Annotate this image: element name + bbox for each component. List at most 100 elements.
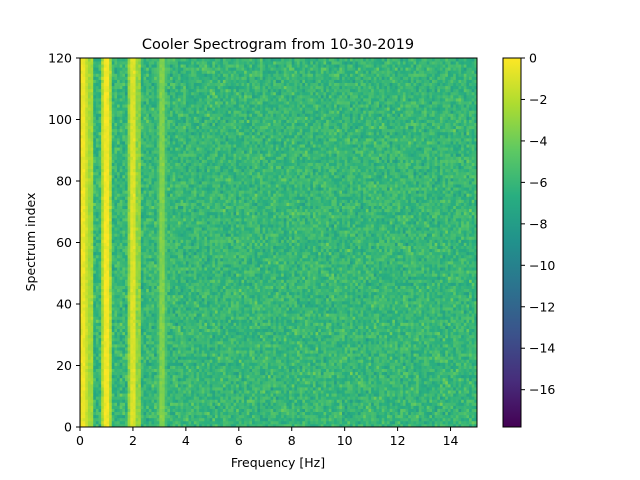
heatmap-cell bbox=[140, 399, 144, 403]
heatmap-cell bbox=[164, 276, 168, 280]
heatmap-cell bbox=[124, 420, 129, 425]
heatmap-cell bbox=[156, 171, 160, 176]
heatmap-cell bbox=[162, 423, 166, 428]
heatmap-cell bbox=[151, 316, 155, 320]
heatmap-cell bbox=[180, 85, 184, 90]
heatmap-cell bbox=[143, 171, 147, 176]
heatmap-cell bbox=[122, 405, 126, 409]
heatmap-cell bbox=[154, 380, 158, 385]
heatmap-cell bbox=[80, 91, 84, 96]
heatmap-cell bbox=[164, 211, 168, 216]
heatmap-cell bbox=[175, 383, 179, 388]
heatmap-cell bbox=[164, 362, 168, 366]
heatmap-cell bbox=[85, 61, 89, 65]
heatmap-cell bbox=[185, 113, 189, 117]
heatmap-cell bbox=[175, 343, 179, 348]
heatmap-cell bbox=[175, 122, 179, 127]
heatmap-cell bbox=[87, 159, 91, 163]
heatmap-cell bbox=[151, 85, 155, 90]
heatmap-cell bbox=[85, 224, 89, 228]
heatmap-cell bbox=[172, 88, 176, 93]
heatmap-cell bbox=[159, 325, 163, 329]
heatmap-cell bbox=[175, 334, 179, 339]
heatmap-cell bbox=[156, 328, 160, 333]
heatmap-cell bbox=[183, 374, 187, 379]
heatmap-cell bbox=[98, 94, 102, 99]
heatmap-cell bbox=[95, 134, 99, 139]
heatmap-cell bbox=[130, 242, 134, 246]
heatmap-cell bbox=[80, 251, 84, 256]
heatmap-cell bbox=[117, 184, 121, 188]
heatmap-cell bbox=[154, 119, 158, 123]
heatmap-cell bbox=[180, 144, 184, 148]
heatmap-cell bbox=[90, 85, 94, 90]
heatmap-cell bbox=[183, 104, 187, 108]
heatmap-cell bbox=[119, 214, 123, 219]
heatmap-cell bbox=[130, 196, 134, 200]
heatmap-cell bbox=[109, 61, 113, 65]
heatmap-cell bbox=[188, 374, 192, 379]
heatmap-cell bbox=[130, 423, 134, 428]
heatmap-cell bbox=[90, 233, 94, 237]
heatmap-cell bbox=[172, 233, 176, 237]
heatmap-cell bbox=[162, 101, 166, 105]
heatmap-cell bbox=[143, 359, 147, 363]
heatmap-cell bbox=[117, 387, 121, 391]
heatmap-cell bbox=[151, 304, 155, 308]
heatmap-cell bbox=[93, 313, 97, 317]
heatmap-cell bbox=[109, 58, 113, 62]
heatmap-cell bbox=[114, 393, 118, 397]
heatmap-cell bbox=[90, 405, 94, 409]
heatmap-cell bbox=[90, 82, 94, 87]
heatmap-cell bbox=[162, 340, 166, 345]
heatmap-cell bbox=[180, 141, 184, 145]
heatmap-cell bbox=[143, 371, 147, 376]
heatmap-cell bbox=[130, 113, 134, 117]
heatmap-cell bbox=[180, 119, 184, 123]
heatmap-cell bbox=[140, 359, 144, 363]
heatmap-cell bbox=[156, 88, 160, 93]
heatmap-cell bbox=[183, 362, 187, 366]
heatmap-cell bbox=[101, 325, 105, 329]
heatmap-cell bbox=[177, 390, 181, 394]
heatmap-cell bbox=[114, 334, 118, 339]
heatmap-cell bbox=[127, 76, 131, 80]
heatmap-cell bbox=[151, 184, 155, 188]
heatmap-cell bbox=[167, 254, 171, 259]
heatmap-cell bbox=[101, 88, 105, 93]
heatmap-cell bbox=[101, 64, 105, 68]
heatmap-cell bbox=[114, 174, 118, 179]
heatmap-cell bbox=[119, 402, 123, 406]
heatmap-cell bbox=[80, 279, 84, 283]
heatmap-cell bbox=[183, 187, 187, 191]
heatmap-cell bbox=[167, 297, 171, 302]
heatmap-cell bbox=[109, 122, 113, 127]
heatmap-cell bbox=[167, 304, 171, 308]
heatmap-cell bbox=[175, 285, 179, 290]
heatmap-cell bbox=[148, 236, 152, 240]
heatmap-cell bbox=[132, 322, 136, 326]
heatmap-cell bbox=[162, 411, 166, 416]
heatmap-cell bbox=[124, 347, 129, 351]
heatmap-cell bbox=[167, 131, 171, 136]
heatmap-cell bbox=[151, 181, 155, 185]
heatmap-cell bbox=[162, 331, 166, 336]
heatmap-cell bbox=[103, 91, 107, 96]
heatmap-cell bbox=[90, 128, 94, 133]
heatmap-cell bbox=[87, 377, 91, 382]
heatmap-cell bbox=[151, 282, 155, 286]
heatmap-cell bbox=[138, 393, 142, 397]
heatmap-cell bbox=[148, 254, 152, 259]
heatmap-cell bbox=[148, 159, 152, 163]
heatmap-cell bbox=[114, 270, 118, 274]
heatmap-cell bbox=[109, 260, 113, 265]
heatmap-cell bbox=[122, 199, 126, 203]
heatmap-cell bbox=[111, 91, 115, 96]
heatmap-cell bbox=[103, 334, 107, 339]
heatmap-cell bbox=[127, 94, 131, 99]
heatmap-cell bbox=[109, 199, 113, 203]
heatmap-cell bbox=[127, 171, 131, 176]
heatmap-cell bbox=[151, 270, 155, 274]
heatmap-cell bbox=[85, 91, 89, 96]
heatmap-cell bbox=[148, 190, 152, 194]
